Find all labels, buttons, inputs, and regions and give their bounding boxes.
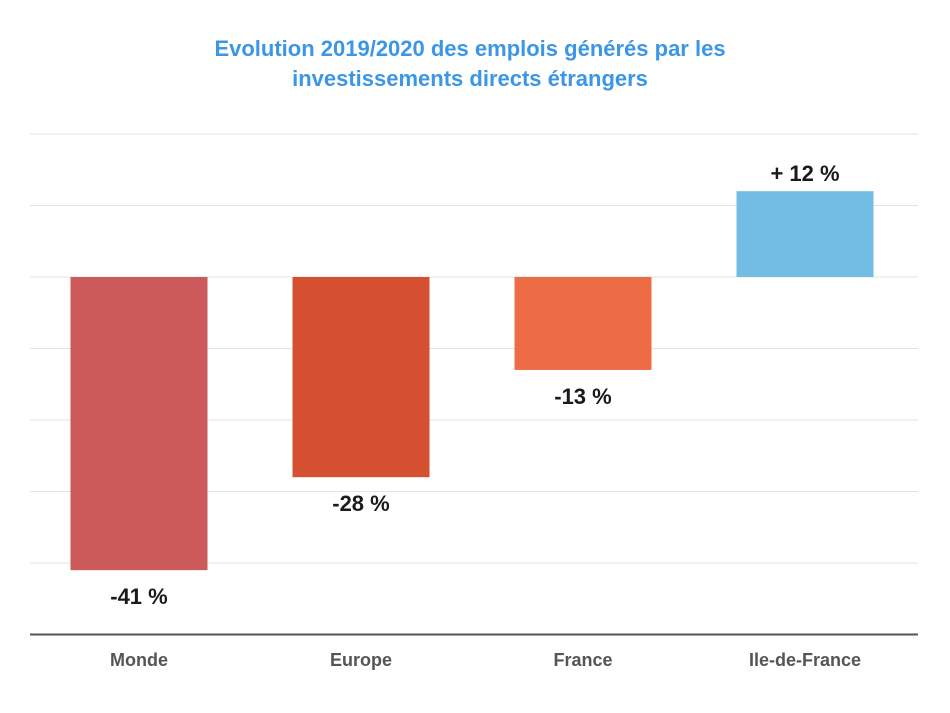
category-label: Europe	[330, 650, 392, 670]
bar-monde	[70, 277, 208, 571]
value-label: -41 %	[110, 584, 167, 609]
bar-ile-de-france	[736, 191, 874, 277]
chart-title-line-1: Evolution 2019/2020 des emplois générés …	[214, 36, 725, 61]
bar-europe	[292, 277, 430, 478]
category-label: Ile-de-France	[749, 650, 861, 670]
category-label: France	[553, 650, 612, 670]
chart-title-line-2: investissements directs étrangers	[292, 66, 648, 91]
value-label: -28 %	[332, 491, 389, 516]
value-label: + 12 %	[770, 161, 839, 186]
bars	[70, 191, 874, 571]
category-labels: Monde Europe France Ile-de-France	[110, 650, 861, 670]
bar-france	[514, 277, 652, 370]
value-label: -13 %	[554, 384, 611, 409]
value-labels: -41 % -28 % -13 % + 12 %	[110, 161, 839, 609]
category-label: Monde	[110, 650, 168, 670]
